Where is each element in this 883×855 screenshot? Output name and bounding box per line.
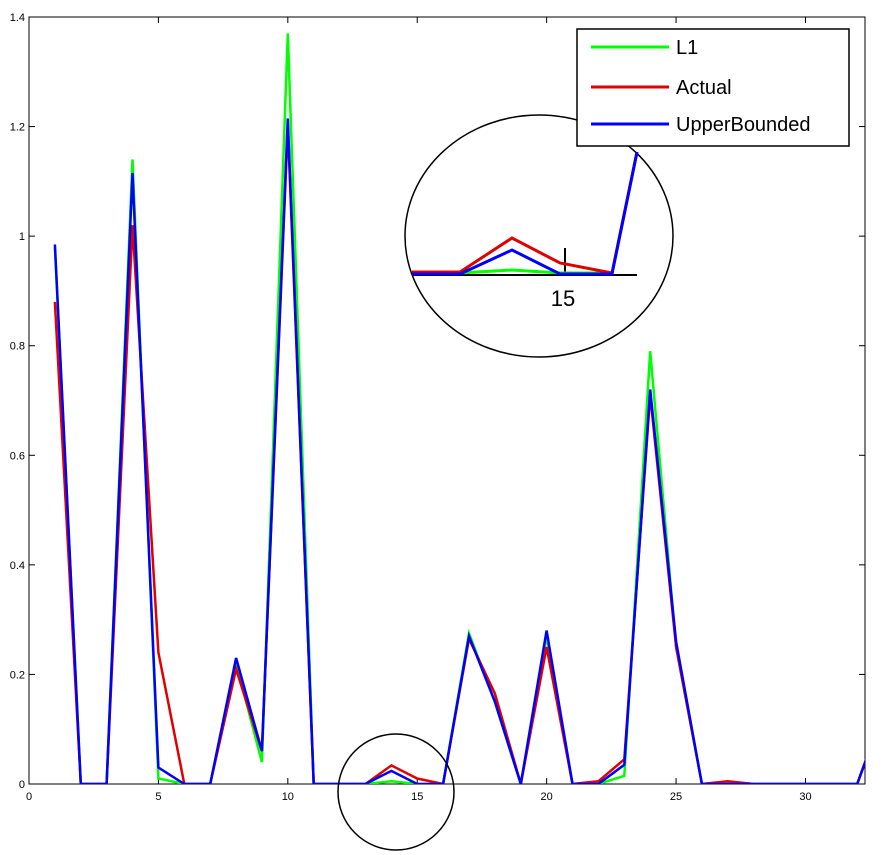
legend-label-upperbounded: UpperBounded [676,114,811,136]
y-tick-label: 0.4 [10,560,25,572]
x-tick-label: 10 [282,791,294,803]
legend-label-actual: Actual [676,77,732,99]
y-axis-tick-labels: 0 0.2 0.4 0.6 0.8 1 1.2 1.4 [10,12,25,791]
x-tick-label: 25 [670,791,682,803]
inset-line-upperbounded [412,151,639,276]
x-tick-label: 30 [799,791,811,803]
zoom-marker-circle [337,733,455,851]
y-tick-label: 1.4 [10,12,25,24]
legend: L1 Actual UpperBounded [576,28,850,147]
series-lines [53,33,865,784]
y-tick-label: 0.8 [10,341,25,353]
x-tick-label: 0 [26,791,32,803]
legend-label-l1: L1 [676,37,698,59]
x-axis-tick-labels: 0 5 10 15 20 25 30 [26,791,812,803]
x-tick-label: 5 [155,791,161,803]
y-tick-label: 0.2 [10,669,25,681]
y-tick-label: 1 [19,231,25,243]
y-tick-label: 1.2 [10,122,25,134]
y-tick-label: 0.6 [10,450,25,462]
x-tick-label: 20 [541,791,553,803]
inset-circle [404,114,674,358]
x-tick-label: 15 [411,791,423,803]
y-axis-ticks [29,16,865,785]
series-line-upperbounded [53,118,865,784]
y-tick-label: 0 [19,779,25,791]
inset-zoom: 15 [404,114,674,358]
inset-tick-label: 15 [551,286,575,311]
